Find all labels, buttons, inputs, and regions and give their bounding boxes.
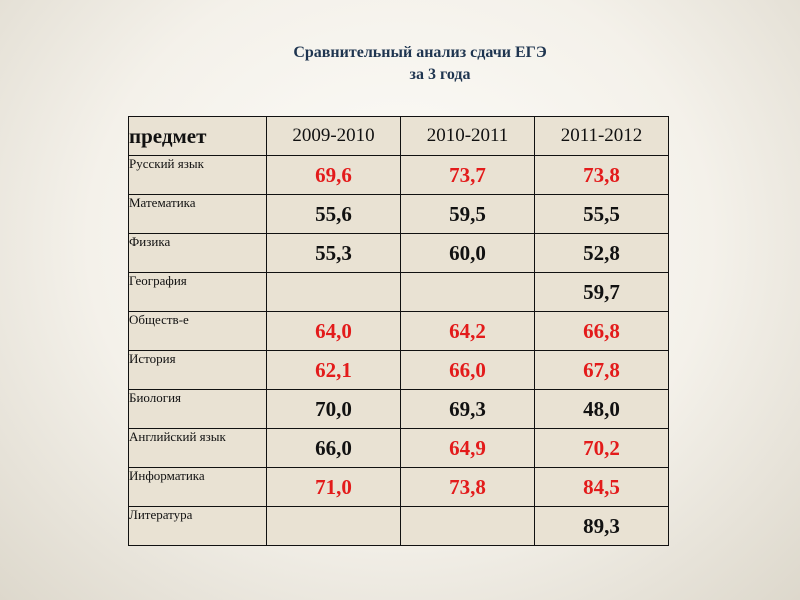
score-cell: 73,8 [534, 155, 669, 195]
table-row: География 59,7 [128, 272, 669, 312]
score-cell: 62,1 [266, 350, 401, 390]
score-cell: 48,0 [534, 389, 669, 429]
score-cell [266, 506, 401, 546]
subject-cell: Математика [128, 194, 267, 234]
score-cell: 70,2 [534, 428, 669, 468]
subject-cell: Литература [128, 506, 267, 546]
subject-cell: Обществ-е [128, 311, 267, 351]
score-cell: 66,8 [534, 311, 669, 351]
table-row: Обществ-е 64,0 64,2 66,8 [128, 311, 669, 351]
table-row: Биология 70,0 69,3 48,0 [128, 389, 669, 429]
score-cell: 89,3 [534, 506, 669, 546]
header-year-2010-2011: 2010-2011 [400, 116, 535, 156]
table-header-row: предмет 2009-2010 2010-2011 2011-2012 [128, 116, 669, 156]
score-cell: 59,5 [400, 194, 535, 234]
subject-cell: История [128, 350, 267, 390]
subject-cell: Информатика [128, 467, 267, 507]
score-cell: 64,0 [266, 311, 401, 351]
score-cell: 67,8 [534, 350, 669, 390]
results-table: предмет 2009-2010 2010-2011 2011-2012 Ру… [128, 116, 669, 546]
score-cell [266, 272, 401, 312]
table-row: Информатика 71,0 73,8 84,5 [128, 467, 669, 507]
score-cell: 64,2 [400, 311, 535, 351]
score-cell: 70,0 [266, 389, 401, 429]
header-subject: предмет [128, 116, 267, 156]
subject-cell: Биология [128, 389, 267, 429]
score-cell: 71,0 [266, 467, 401, 507]
table-row: Физика 55,3 60,0 52,8 [128, 233, 669, 273]
subject-cell: Физика [128, 233, 267, 273]
title-line-1: Сравнительный анализ сдачи ЕГЭ [293, 44, 547, 61]
score-cell: 66,0 [266, 428, 401, 468]
table-row: Литература 89,3 [128, 506, 669, 546]
score-cell: 52,8 [534, 233, 669, 273]
score-cell: 55,6 [266, 194, 401, 234]
score-cell [400, 272, 535, 312]
score-cell: 69,6 [266, 155, 401, 195]
title-line-2: за 3 года [409, 66, 471, 83]
score-cell: 55,5 [534, 194, 669, 234]
slide-title: Сравнительный анализ сдачи ЕГЭ за 3 года [0, 42, 800, 86]
score-cell: 59,7 [534, 272, 669, 312]
header-year-2011-2012: 2011-2012 [534, 116, 669, 156]
table-row: Английский язык 66,0 64,9 70,2 [128, 428, 669, 468]
score-cell: 84,5 [534, 467, 669, 507]
subject-cell: География [128, 272, 267, 312]
score-cell: 69,3 [400, 389, 535, 429]
score-cell: 73,7 [400, 155, 535, 195]
header-year-2009-2010: 2009-2010 [266, 116, 401, 156]
score-cell: 73,8 [400, 467, 535, 507]
subject-cell: Русский язык [128, 155, 267, 195]
score-cell: 64,9 [400, 428, 535, 468]
score-cell: 66,0 [400, 350, 535, 390]
subject-cell: Английский язык [128, 428, 267, 468]
table-row: Русский язык 69,6 73,7 73,8 [128, 155, 669, 195]
score-cell: 55,3 [266, 233, 401, 273]
table-row: Математика 55,6 59,5 55,5 [128, 194, 669, 234]
table-row: История 62,1 66,0 67,8 [128, 350, 669, 390]
score-cell: 60,0 [400, 233, 535, 273]
score-cell [400, 506, 535, 546]
